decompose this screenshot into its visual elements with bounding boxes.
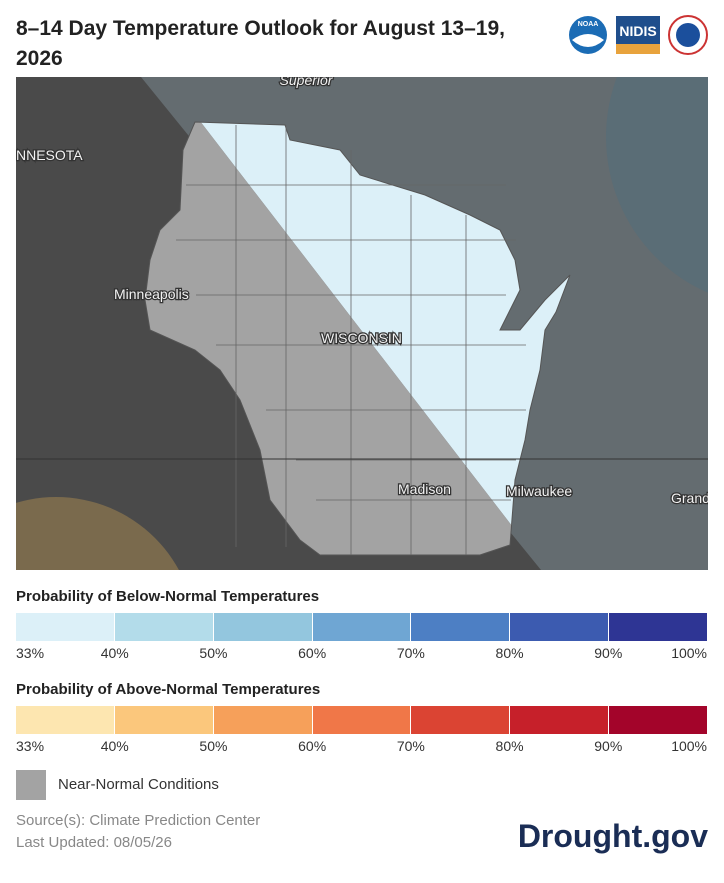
place-label: Milwaukee: [506, 483, 572, 499]
scale-swatch: [608, 706, 708, 734]
nidis-text: NIDIS: [619, 23, 656, 39]
scale-tick-label: 70%: [396, 645, 425, 661]
scale-swatch: [410, 706, 510, 734]
scale-tick-label: 90%: [594, 645, 623, 661]
scale-tick-label: 80%: [495, 645, 524, 661]
brand: Drought.gov: [517, 818, 708, 854]
scale-tick-label: 80%: [495, 738, 524, 754]
wisconsin: [144, 121, 571, 556]
place-label: Minneapolis: [114, 286, 189, 302]
scale-tick-label: 60%: [298, 738, 327, 754]
nidis-stripe: [616, 44, 660, 54]
scale-swatch: [608, 613, 708, 641]
scale-tick-label: 100%: [671, 645, 707, 661]
place-label: Madison: [398, 481, 451, 497]
nws-inner: [676, 23, 700, 47]
place-label: NNESOTA: [16, 147, 83, 163]
near-normal-swatch: [16, 770, 46, 800]
scale-tick-label: 40%: [100, 645, 129, 661]
above-title: Probability of Above-Normal Temperatures: [16, 681, 321, 698]
above-scale: [16, 706, 708, 734]
place-label: Superior: [280, 77, 334, 88]
above-normal-area: [16, 497, 179, 570]
scale-swatch: [212, 706, 312, 734]
scale-swatch: [16, 706, 114, 734]
scale-tick-label: 40%: [100, 738, 129, 754]
scale-swatch: [311, 706, 411, 734]
scale-swatch: [311, 613, 411, 641]
above-ticks: 33% 40% 50% 60% 70% 80% 90% 100%: [16, 738, 707, 756]
scale-swatch: [509, 613, 609, 641]
logos: NOAA NIDIS: [569, 15, 708, 55]
source: Source(s): Climate Prediction Center: [16, 812, 261, 829]
scale-swatch: [113, 706, 213, 734]
scale-tick-label: 90%: [594, 738, 623, 754]
noaa-text: NOAA: [578, 21, 599, 28]
scale-swatch: [410, 613, 510, 641]
updated: Last Updated: 08/05/26: [16, 834, 172, 851]
below-scale: [16, 613, 708, 641]
place-label: WISCONSIN: [321, 330, 402, 346]
scale-tick-label: 70%: [396, 738, 425, 754]
title: 8–14 Day Temperature Outlook for August …: [16, 17, 505, 70]
outlook-contour: [606, 77, 708, 293]
below-ticks: 33% 40% 50% 60% 70% 80% 90% 100%: [16, 645, 707, 663]
scale-tick-label: 100%: [671, 738, 707, 754]
scale-tick-label: 60%: [298, 645, 327, 661]
scale-swatch: [113, 613, 213, 641]
scale-tick-label: 50%: [199, 738, 228, 754]
scale-swatch: [212, 613, 312, 641]
noaa-wave: [572, 34, 604, 47]
near-normal-label: Near-Normal Conditions: [58, 776, 219, 793]
scale-swatch: [16, 613, 114, 641]
map: Superior NNESOTA Minneapolis WISCONSIN Madis…: [16, 77, 708, 570]
scale-tick-label: 33%: [16, 645, 45, 661]
place-label: Grand: [671, 490, 708, 506]
scale-tick-label: 33%: [16, 738, 45, 754]
scale-tick-label: 50%: [199, 645, 228, 661]
scale-swatch: [509, 706, 609, 734]
below-title: Probability of Below-Normal Temperatures: [16, 588, 320, 605]
